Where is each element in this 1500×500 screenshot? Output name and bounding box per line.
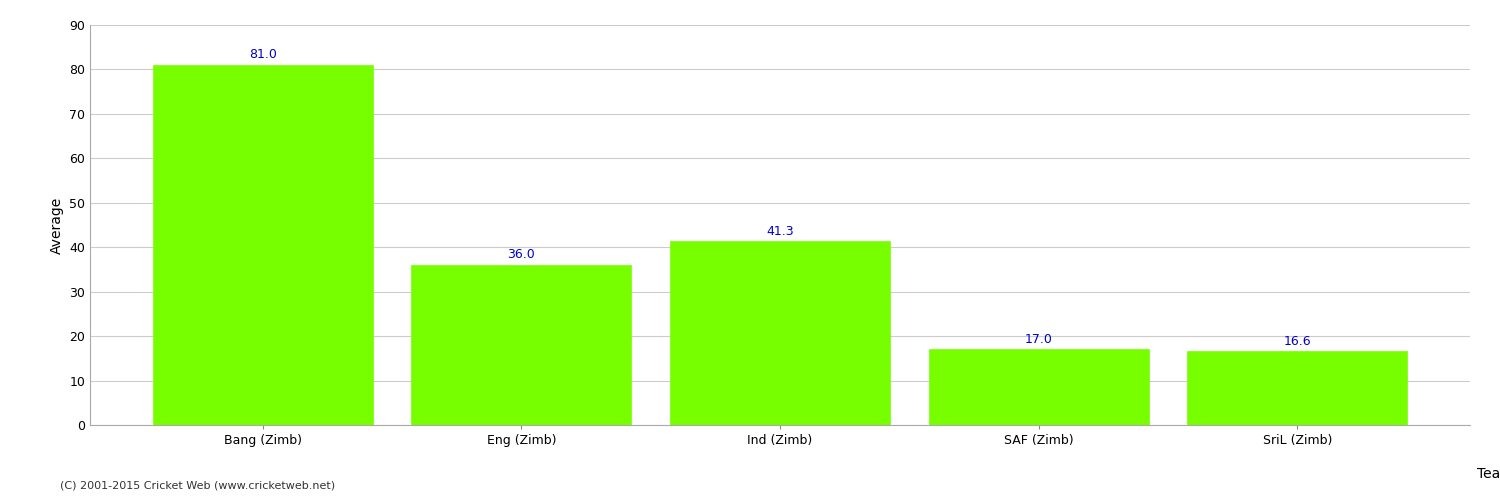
Bar xyxy=(153,65,372,425)
Bar xyxy=(928,350,1149,425)
Bar xyxy=(411,265,632,425)
Text: 36.0: 36.0 xyxy=(507,248,536,262)
Text: Team: Team xyxy=(1478,466,1500,480)
Text: 16.6: 16.6 xyxy=(1284,334,1311,347)
Bar xyxy=(1188,351,1407,425)
Text: (C) 2001-2015 Cricket Web (www.cricketweb.net): (C) 2001-2015 Cricket Web (www.cricketwe… xyxy=(60,480,334,490)
Text: 81.0: 81.0 xyxy=(249,48,276,62)
Text: 17.0: 17.0 xyxy=(1024,333,1053,346)
Y-axis label: Average: Average xyxy=(50,196,63,254)
Bar xyxy=(670,242,890,425)
Text: 41.3: 41.3 xyxy=(766,225,794,238)
